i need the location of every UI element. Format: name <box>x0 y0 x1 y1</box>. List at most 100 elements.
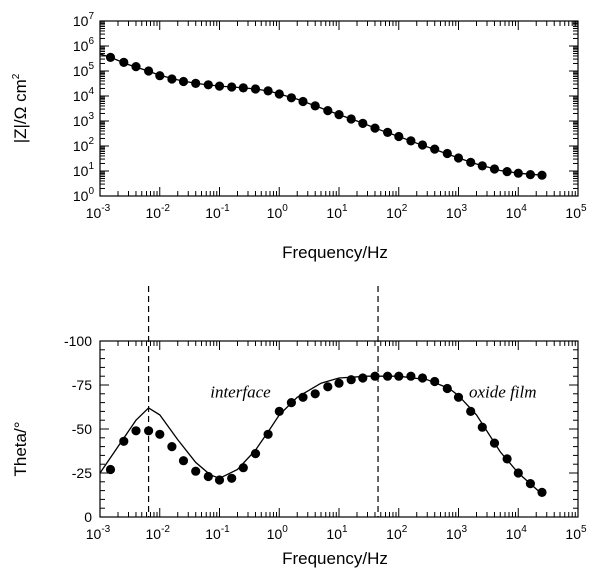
phase-data-point <box>167 442 177 452</box>
impedance-data-point <box>144 66 154 76</box>
phase-data-point <box>238 463 248 473</box>
impedance-y-tick-label: 102 <box>73 136 95 154</box>
impedance-plot-frame <box>99 20 579 197</box>
impedance-data-point <box>250 84 261 94</box>
impedance-x-tick-label: 100 <box>267 203 289 221</box>
phase-x-axis-label: Frequency/Hz <box>282 549 388 568</box>
impedance-x-tick-label: 104 <box>506 203 528 221</box>
phase-x-tick-label: 102 <box>386 524 408 542</box>
phase-x-tick-labels: 10-3 10-2 10-1 100 101 102 103 104 105 <box>86 524 587 542</box>
phase-data-point <box>263 429 273 439</box>
phase-data-point <box>537 487 547 497</box>
impedance-data-point <box>489 164 500 174</box>
phase-plot-frame <box>99 340 579 518</box>
impedance-y-tick-label: 107 <box>73 11 95 29</box>
phase-data-point <box>214 475 225 485</box>
impedance-data-point <box>167 74 177 84</box>
impedance-data-point <box>263 86 273 96</box>
impedance-y-axis-label: |Z|/Ω cm2 <box>11 73 30 143</box>
phase-data-point <box>105 464 116 475</box>
impedance-data-point <box>178 76 189 87</box>
phase-y-tick-label: 0 <box>84 509 92 525</box>
impedance-data-point <box>406 136 416 146</box>
impedance-y-tick-label: 103 <box>73 111 95 129</box>
impedance-y-tick-label: 105 <box>73 61 95 79</box>
phase-data-point <box>442 383 452 394</box>
impedance-x-tick-label: 105 <box>565 203 587 221</box>
impedance-y-tick-label: 104 <box>73 86 95 104</box>
impedance-x-tick-label: 101 <box>326 203 348 221</box>
phase-y-axis-label: Theta/° <box>11 422 30 477</box>
impedance-data-point <box>238 83 248 93</box>
impedance-y-tick-label: 100 <box>73 186 95 204</box>
phase-panel: 10-3 10-2 10-1 100 101 102 103 104 105 0 -25 -50 -7… <box>11 286 587 568</box>
phase-data-point <box>144 426 154 436</box>
impedance-data-point <box>383 127 393 137</box>
phase-data-point <box>178 456 189 466</box>
impedance-fit-line <box>99 53 543 176</box>
impedance-y-tick-label: 106 <box>73 36 95 54</box>
impedance-data-point <box>513 168 523 178</box>
phase-data-point <box>383 371 393 381</box>
phase-y-tick-label: -25 <box>72 465 92 481</box>
phase-y-tick-labels: 0 -25 -50 -75 -100 <box>64 333 92 525</box>
impedance-data-point <box>477 161 487 171</box>
impedance-data-point <box>442 148 452 159</box>
phase-data-point <box>466 406 476 416</box>
phase-x-tick-label: 104 <box>506 524 528 542</box>
phase-data-point <box>477 422 487 432</box>
impedance-data-point <box>346 114 356 124</box>
impedance-data-point <box>370 123 380 133</box>
impedance-data-point <box>131 62 141 72</box>
impedance-axis-ticks <box>99 20 579 197</box>
impedance-data-point <box>358 118 368 128</box>
phase-data-point <box>417 373 428 383</box>
impedance-x-tick-label: 10-3 <box>86 203 111 221</box>
phase-data-point <box>489 438 500 448</box>
impedance-data-point <box>525 170 536 180</box>
impedance-data-point <box>203 80 213 90</box>
impedance-x-tick-label: 103 <box>446 203 468 221</box>
phase-data-point <box>131 426 141 436</box>
impedance-data-point <box>286 93 296 103</box>
impedance-x-tick-label: 10-2 <box>146 203 171 221</box>
phase-data-point <box>502 454 512 464</box>
phase-annotation: oxide film <box>469 382 537 401</box>
impedance-y-tick-labels: 100 101 102 103 104 105 106 107 <box>73 11 95 204</box>
impedance-data-point <box>417 140 428 150</box>
impedance-data-point <box>119 57 129 67</box>
impedance-data-point <box>430 144 440 154</box>
impedance-data-point <box>227 82 237 92</box>
phase-data-point <box>227 473 237 483</box>
phase-data-point <box>430 376 440 387</box>
phase-data-point <box>406 371 416 381</box>
phase-y-tick-label: -100 <box>64 333 92 349</box>
phase-data-point <box>191 466 201 476</box>
phase-axis-ticks <box>99 340 579 518</box>
phase-x-tick-label: 100 <box>267 524 289 542</box>
phase-data-point <box>334 378 344 388</box>
impedance-x-tick-label: 10-1 <box>205 203 230 221</box>
impedance-data-point <box>214 81 225 91</box>
phase-x-tick-label: 103 <box>446 524 468 542</box>
phase-data-point <box>286 398 296 408</box>
phase-annotations: interface oxide film <box>210 382 536 401</box>
impedance-data-point <box>191 78 201 88</box>
impedance-data-point <box>453 153 464 163</box>
phase-y-tick-label: -75 <box>72 377 92 393</box>
phase-data-point <box>298 392 308 402</box>
impedance-data-point <box>323 106 333 116</box>
impedance-data-point <box>274 89 284 99</box>
impedance-x-axis-label: Frequency/Hz <box>282 243 388 262</box>
phase-x-tick-label: 10-3 <box>86 524 111 542</box>
impedance-x-tick-label: 102 <box>386 203 408 221</box>
phase-data-point <box>203 471 213 482</box>
phase-reference-lines <box>147 286 379 517</box>
impedance-panel: 10-3 10-2 10-1 100 101 102 103 104 105 100 101 102… <box>11 11 587 262</box>
phase-x-tick-label: 10-2 <box>146 524 171 542</box>
phase-data-point <box>358 373 368 383</box>
phase-data-point <box>453 392 464 402</box>
phase-data-point <box>346 375 356 385</box>
phase-data-point <box>323 382 333 392</box>
